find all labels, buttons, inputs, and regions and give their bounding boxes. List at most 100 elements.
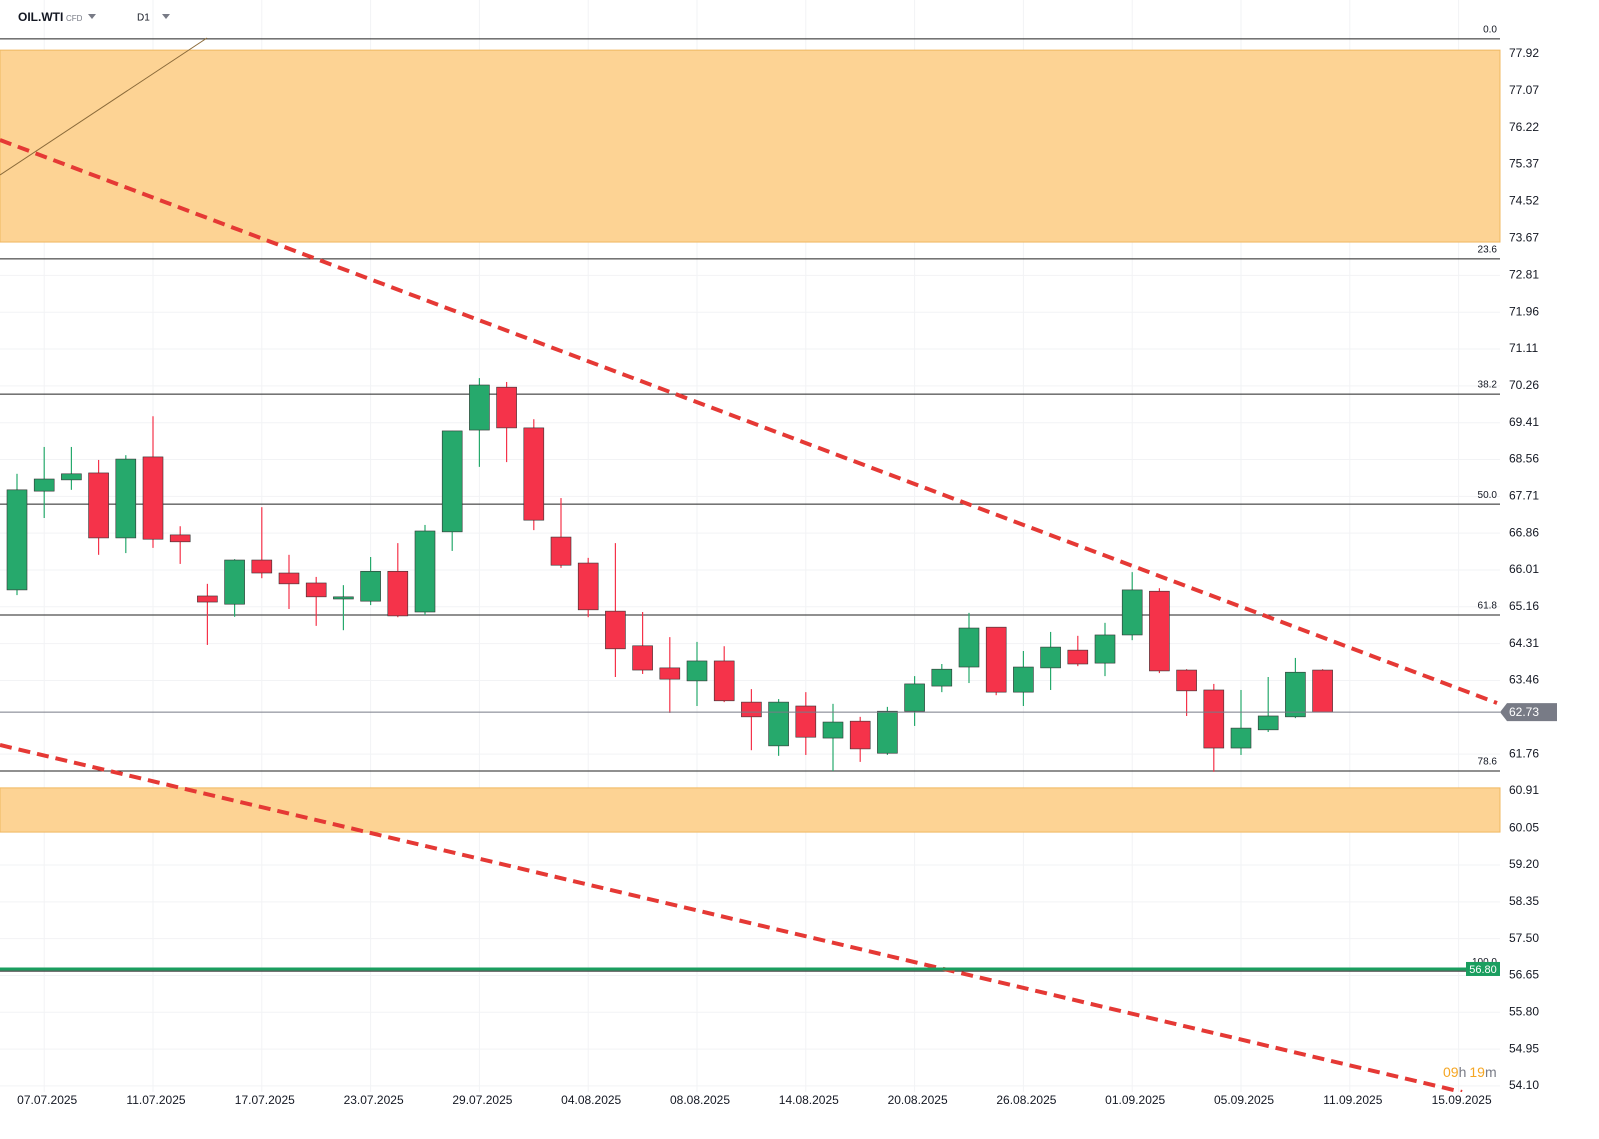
candle-body xyxy=(713,660,735,702)
candle-body xyxy=(469,384,490,431)
candle-body xyxy=(931,668,953,687)
y-tick-label: 56.65 xyxy=(1509,968,1539,982)
y-tick-label: 76.22 xyxy=(1509,120,1539,134)
zone xyxy=(0,787,1501,833)
candle-body xyxy=(1067,649,1089,665)
candle-body xyxy=(414,530,436,613)
x-tick-label: 29.07.2025 xyxy=(452,1093,512,1107)
y-tick-label: 58.35 xyxy=(1509,894,1539,908)
x-tick-label: 15.09.2025 xyxy=(1432,1093,1492,1107)
y-tick-label: 71.96 xyxy=(1509,304,1539,318)
x-tick-label: 17.07.2025 xyxy=(235,1093,295,1107)
y-tick-label: 54.10 xyxy=(1509,1078,1539,1092)
y-tick-label: 70.26 xyxy=(1509,378,1539,392)
y-tick-label: 61.76 xyxy=(1509,746,1539,760)
candle-body xyxy=(523,427,545,521)
y-tick-label: 69.41 xyxy=(1509,415,1539,429)
candle-body xyxy=(1040,646,1061,669)
y-tick-label: 77.07 xyxy=(1509,83,1539,97)
fib-label: 61.8 xyxy=(1478,601,1498,612)
fib-label: 50.0 xyxy=(1478,490,1498,501)
price-label: 56.80 xyxy=(1469,964,1497,976)
x-tick-label: 05.09.2025 xyxy=(1214,1093,1274,1107)
candle-body xyxy=(441,430,463,533)
candle-body xyxy=(496,386,517,429)
y-tick-label: 74.52 xyxy=(1509,193,1539,207)
candle-body xyxy=(904,683,925,712)
y-tick-label: 73.67 xyxy=(1509,230,1539,244)
y-tick-label: 75.37 xyxy=(1509,157,1539,171)
timeframe[interactable]: D1 xyxy=(137,13,150,24)
candle-body xyxy=(1203,689,1225,749)
candle-body xyxy=(33,478,55,492)
y-tick-label: 55.80 xyxy=(1509,1004,1539,1018)
candle-body xyxy=(333,596,354,600)
candle-body xyxy=(577,562,599,611)
fib-label: 0.0 xyxy=(1483,25,1497,36)
y-tick-label: 71.11 xyxy=(1509,341,1538,355)
y-tick-label: 67.71 xyxy=(1509,489,1539,503)
candle-body xyxy=(686,660,708,682)
y-tick-label: 63.46 xyxy=(1509,673,1539,687)
x-tick-label: 07.07.2025 xyxy=(17,1093,77,1107)
candle-body xyxy=(1121,589,1143,636)
candle-body xyxy=(1176,669,1197,692)
candle-body xyxy=(305,582,327,598)
price-label: 62.73 xyxy=(1509,705,1539,719)
x-tick-label: 11.09.2025 xyxy=(1323,1093,1382,1107)
y-tick-label: 66.86 xyxy=(1509,525,1539,539)
countdown-minutes: 19 xyxy=(1469,1064,1485,1080)
candle-body xyxy=(1257,715,1279,731)
candle-body xyxy=(115,458,137,539)
candle-body xyxy=(387,570,409,617)
candle-body xyxy=(278,572,300,585)
candle-body xyxy=(849,720,871,750)
candle-body xyxy=(795,705,817,738)
candle-body xyxy=(632,645,653,671)
x-tick-label: 20.08.2025 xyxy=(888,1093,948,1107)
candle-body xyxy=(768,701,789,747)
candle-body xyxy=(1285,671,1306,718)
dropdown-arrow[interactable] xyxy=(88,14,96,19)
y-tick-label: 57.50 xyxy=(1509,931,1539,945)
candles xyxy=(6,378,1333,772)
trend-line xyxy=(0,37,208,176)
y-tick-label: 65.16 xyxy=(1509,599,1539,613)
x-tick-label: 26.08.2025 xyxy=(996,1093,1056,1107)
candle-body xyxy=(877,710,898,754)
fib-label: 38.2 xyxy=(1478,380,1498,391)
y-tick-label: 66.01 xyxy=(1509,562,1539,576)
candle-body xyxy=(659,667,681,680)
trend-line-dashed xyxy=(0,138,1498,705)
price-badge xyxy=(1466,961,1500,976)
drawings xyxy=(0,37,1498,1092)
candle-body xyxy=(360,570,381,602)
candle-body xyxy=(88,472,109,539)
countdown-unit: h xyxy=(1459,1064,1467,1080)
candle-body xyxy=(1312,669,1333,713)
candle-body xyxy=(6,489,28,591)
candle-body xyxy=(1149,590,1170,672)
dropdown-arrow[interactable] xyxy=(162,14,170,19)
countdown-unit: m xyxy=(1485,1064,1497,1080)
candle-body xyxy=(142,456,164,540)
candle-body xyxy=(605,610,626,650)
y-tick-label: 72.81 xyxy=(1509,268,1539,282)
symbol[interactable]: OIL.WTI xyxy=(18,10,63,24)
fib-label: 23.6 xyxy=(1478,245,1498,256)
candle-body xyxy=(822,721,844,739)
zones xyxy=(0,49,1501,833)
candle-body xyxy=(1094,634,1116,664)
instrument-type: CFD xyxy=(66,14,83,23)
candle-body xyxy=(550,536,572,566)
x-tick-label: 14.08.2025 xyxy=(779,1093,839,1107)
y-tick-label: 54.95 xyxy=(1509,1041,1539,1055)
x-tick-label: 01.09.2025 xyxy=(1105,1093,1165,1107)
axes: 77.92 77.07 76.22 75.37 74.52 73.67 72.81 71.96… xyxy=(0,46,1557,1107)
y-tick-label: 68.56 xyxy=(1509,452,1539,466)
price-badge xyxy=(1500,703,1557,722)
candle-body xyxy=(1230,727,1252,749)
candle-body xyxy=(1013,666,1034,693)
x-tick-label: 11.07.2025 xyxy=(126,1093,185,1107)
y-tick-label: 60.05 xyxy=(1509,820,1539,834)
